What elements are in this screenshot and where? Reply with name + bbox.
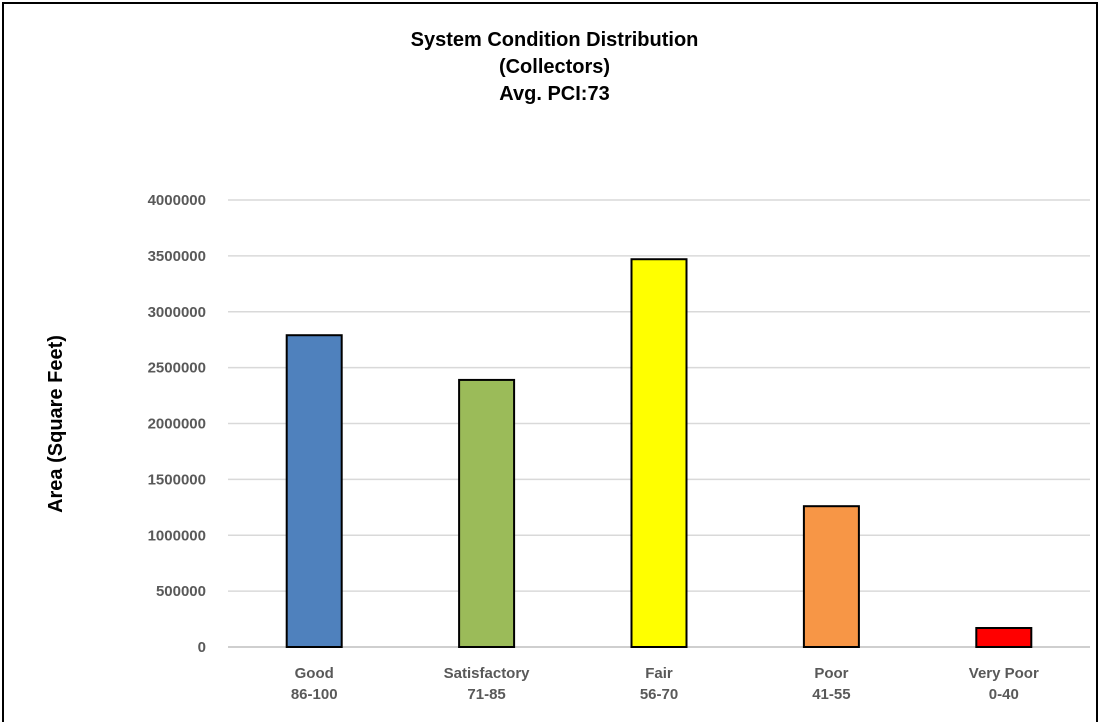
y-tick-label: 3000000: [148, 304, 206, 321]
y-tick-label: 1500000: [148, 471, 206, 488]
y-tick-label: 0: [198, 639, 206, 656]
x-tick-range: 71-85: [467, 686, 505, 703]
x-tick-range: 86-100: [291, 686, 338, 703]
x-tick-range: 41-55: [812, 686, 850, 703]
x-tick-label: Fair: [645, 665, 673, 682]
chart-avg-pci: Avg. PCI:73: [499, 83, 610, 105]
y-tick-label: 2000000: [148, 416, 206, 433]
y-axis-label: Area (Square Feet): [45, 335, 67, 513]
y-tick-label: 500000: [156, 583, 206, 600]
bar-good: [285, 334, 343, 648]
chart-title: System Condition Distribution: [410, 29, 699, 51]
bar-very-poor: [975, 627, 1033, 649]
y-tick-label: 3500000: [148, 248, 206, 265]
x-tick-label: Good: [295, 665, 334, 682]
chart-subtitle: (Collectors): [498, 56, 611, 78]
x-tick-range: 0-40: [989, 686, 1019, 703]
x-tick-range: 56-70: [640, 686, 678, 703]
y-tick-label: 2500000: [148, 360, 206, 377]
bar-satisfactory: [458, 378, 516, 648]
bar-fair: [630, 258, 688, 648]
y-tick-label: 4000000: [148, 192, 206, 209]
bar-poor: [802, 505, 860, 648]
chart-title-block: System Condition Distribution (Collector…: [0, 27, 1109, 108]
x-tick-label: Very Poor: [969, 665, 1039, 682]
x-tick-label: Poor: [814, 665, 848, 682]
y-tick-label: 1000000: [148, 527, 206, 544]
x-tick-label: Satisfactory: [444, 665, 531, 682]
